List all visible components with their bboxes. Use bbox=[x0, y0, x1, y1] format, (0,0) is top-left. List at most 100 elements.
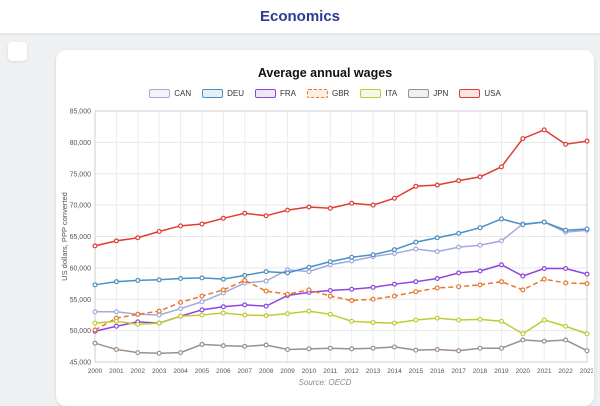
series-point-ita bbox=[349, 318, 355, 324]
x-tick-label: 2000 bbox=[88, 368, 103, 375]
series-point-fra bbox=[370, 284, 376, 290]
series-point-deu bbox=[370, 252, 376, 258]
legend-item-gbr[interactable]: GBR bbox=[307, 89, 349, 98]
series-point-gbr bbox=[327, 293, 333, 299]
series-point-ita bbox=[113, 318, 119, 324]
series-point-deu bbox=[113, 279, 119, 285]
series-point-jpn bbox=[370, 345, 376, 351]
chart-card: Average annual wages CAN DEU FRA GBR ITA JPN U… bbox=[56, 50, 594, 406]
x-tick-label: 2004 bbox=[173, 368, 188, 375]
legend-item-fra[interactable]: FRA bbox=[255, 89, 296, 98]
x-tick-label: 2023 bbox=[580, 368, 593, 375]
x-tick-label: 2021 bbox=[537, 368, 552, 375]
legend-item-deu[interactable]: DEU bbox=[202, 89, 244, 98]
legend-item-usa[interactable]: USA bbox=[459, 89, 501, 98]
x-tick-label: 2002 bbox=[131, 368, 146, 375]
series-point-deu bbox=[327, 259, 333, 265]
series-point-ita bbox=[306, 308, 312, 314]
series-point-deu bbox=[242, 272, 248, 278]
series-point-ita bbox=[199, 312, 205, 318]
x-tick-label: 2022 bbox=[558, 368, 573, 375]
x-tick-label: 2001 bbox=[109, 368, 124, 375]
x-tick-label: 2007 bbox=[238, 368, 253, 375]
legend-swatch-fra bbox=[255, 89, 276, 98]
series-point-usa bbox=[220, 215, 226, 221]
plot-border bbox=[94, 110, 588, 363]
series-point-fra bbox=[413, 279, 419, 285]
series-point-usa bbox=[156, 228, 162, 234]
series-point-ita bbox=[498, 318, 504, 324]
legend-item-jpn[interactable]: JPN bbox=[408, 89, 448, 98]
series-point-deu bbox=[498, 216, 504, 222]
series-point-jpn bbox=[242, 343, 248, 349]
series-point-usa bbox=[349, 200, 355, 206]
series-point-fra bbox=[242, 302, 248, 308]
series-point-gbr bbox=[456, 284, 462, 290]
series-point-can bbox=[456, 244, 462, 250]
series-point-gbr bbox=[370, 296, 376, 302]
legend-item-can[interactable]: CAN bbox=[149, 89, 191, 98]
x-tick-label: 2003 bbox=[152, 368, 167, 375]
series-point-deu bbox=[306, 264, 312, 270]
series-point-ita bbox=[541, 317, 547, 323]
series-point-ita bbox=[413, 317, 419, 323]
series-point-can bbox=[413, 246, 419, 252]
series-point-jpn bbox=[456, 348, 462, 354]
legend-label-jpn: JPN bbox=[433, 89, 449, 98]
series-line-ita bbox=[94, 310, 588, 335]
y-tick-label: 70,000 bbox=[70, 203, 92, 210]
series-point-usa bbox=[285, 207, 291, 213]
series-line-usa bbox=[94, 128, 588, 247]
series-point-usa bbox=[92, 243, 98, 249]
series-point-ita bbox=[156, 320, 162, 326]
x-tick-label: 2015 bbox=[409, 368, 424, 375]
series-point-usa bbox=[541, 127, 547, 133]
series-point-can bbox=[263, 278, 269, 284]
series-point-deu bbox=[584, 226, 590, 232]
series-point-ita bbox=[520, 331, 526, 337]
series-point-jpn bbox=[477, 345, 483, 351]
page-title: Economics bbox=[259, 8, 341, 25]
series-point-usa bbox=[498, 164, 504, 170]
series-point-usa bbox=[391, 195, 397, 201]
y-tick-label: 60,000 bbox=[70, 265, 92, 272]
series-point-can bbox=[477, 242, 483, 248]
series-point-can bbox=[434, 249, 440, 255]
x-tick-label: 2008 bbox=[259, 368, 274, 375]
series-point-ita bbox=[220, 310, 226, 316]
series-point-usa bbox=[520, 136, 526, 142]
y-tick-label: 55,000 bbox=[70, 297, 92, 304]
series-point-jpn bbox=[327, 345, 333, 351]
series-point-usa bbox=[456, 178, 462, 184]
x-tick-label: 2011 bbox=[323, 368, 337, 375]
series-point-jpn bbox=[349, 346, 355, 352]
series-point-usa bbox=[584, 138, 590, 144]
series-point-usa bbox=[413, 183, 419, 189]
series-point-jpn bbox=[199, 341, 205, 347]
legend-item-ita[interactable]: ITA bbox=[360, 89, 397, 98]
app-header: Economics bbox=[0, 0, 600, 34]
series-point-fra bbox=[327, 287, 333, 293]
toolbar-button[interactable] bbox=[8, 42, 27, 61]
series-point-fra bbox=[263, 303, 269, 309]
series-point-fra bbox=[391, 281, 397, 287]
y-tick-label: 75,000 bbox=[70, 171, 92, 178]
legend-swatch-can bbox=[149, 89, 171, 98]
series-point-jpn bbox=[156, 350, 162, 356]
series-point-gbr bbox=[135, 311, 141, 317]
x-tick-label: 2017 bbox=[451, 368, 466, 375]
x-tick-label: 2013 bbox=[366, 368, 381, 375]
series-point-gbr bbox=[584, 281, 590, 287]
y-tick-label: 65,000 bbox=[70, 234, 92, 241]
x-tick-label: 2018 bbox=[473, 368, 488, 375]
series-point-deu bbox=[178, 276, 184, 282]
y-tick-label: 80,000 bbox=[70, 140, 92, 147]
series-point-can bbox=[113, 309, 119, 315]
series-point-fra bbox=[113, 323, 119, 329]
series-point-can bbox=[199, 299, 205, 305]
series-point-ita bbox=[434, 315, 440, 321]
series-point-gbr bbox=[498, 279, 504, 285]
series-point-fra bbox=[563, 266, 569, 272]
series-point-fra bbox=[349, 286, 355, 292]
series-point-deu bbox=[285, 270, 291, 276]
